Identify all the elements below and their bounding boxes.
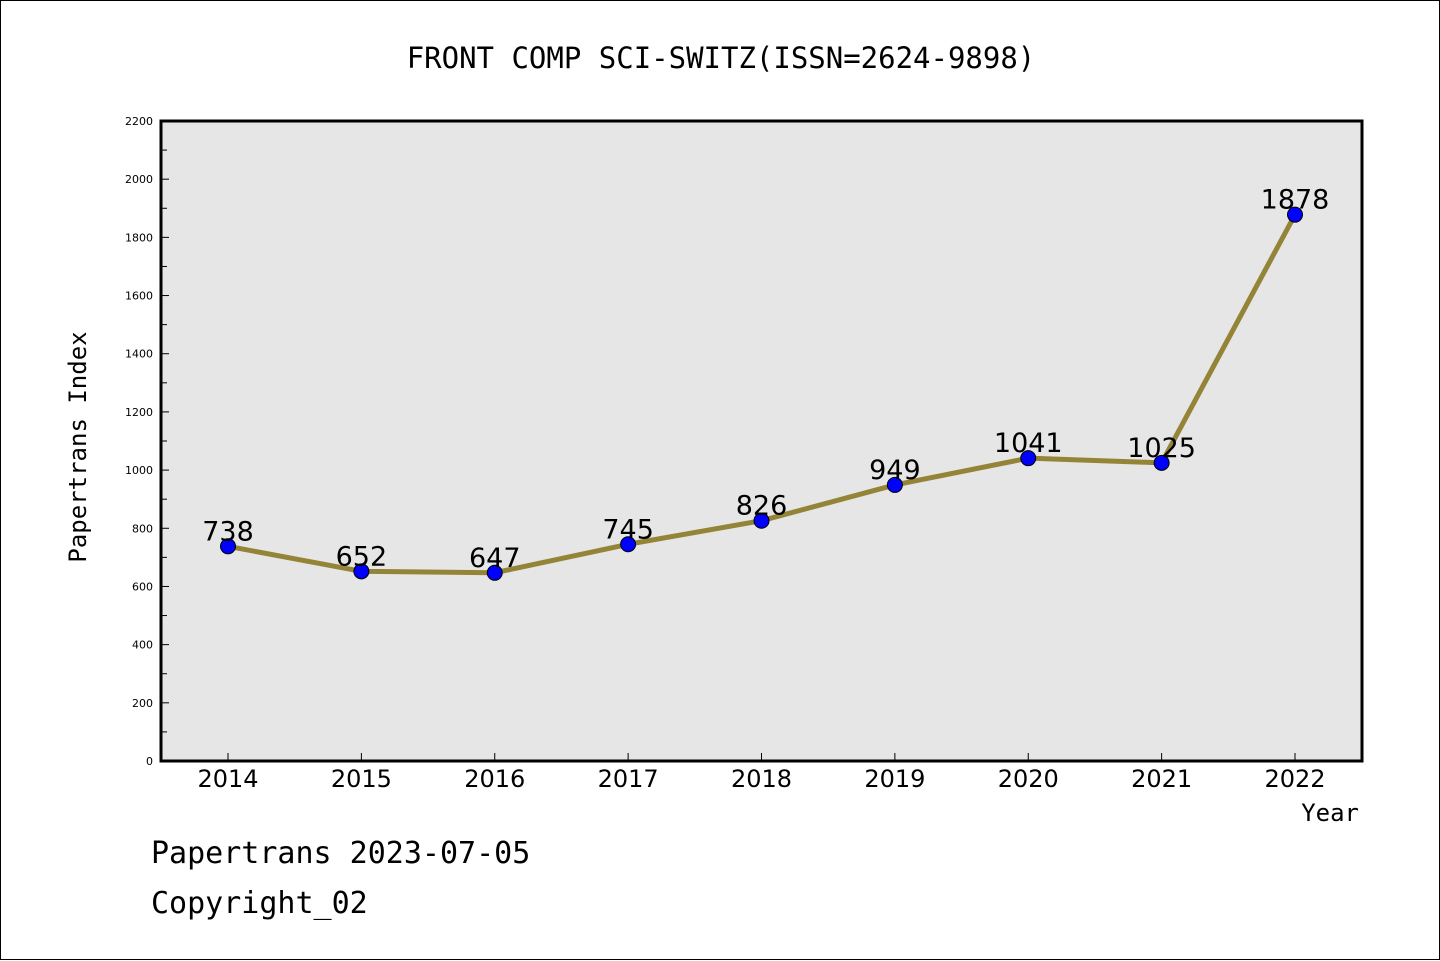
data-label: 1878 [1261,185,1330,216]
y-tick-label: 400 [132,639,153,652]
y-tick-label: 2000 [125,173,153,186]
x-tick-label: 2022 [1264,765,1325,793]
x-tick-label: 2015 [331,765,392,793]
data-label: 826 [736,491,788,522]
x-axis-label: Year [1301,799,1359,827]
y-tick-label: 1400 [125,348,153,361]
data-label: 1041 [994,428,1063,459]
y-tick-label: 800 [132,522,153,535]
data-point [486,564,503,581]
data-label: 1025 [1127,433,1196,464]
y-tick-label: 1000 [125,464,153,477]
data-label: 745 [602,514,654,545]
y-tick-label: 1800 [125,231,153,244]
data-point [1153,454,1170,471]
x-tick-label: 2014 [197,765,258,793]
y-axis-label: Papertrans Index [64,331,92,562]
series-layer [220,206,1303,581]
data-label: 738 [202,516,254,547]
y-tick-label: 1200 [125,406,153,419]
data-labels: 738 652 647 745 826 949 1041 1025 1878 [202,185,1329,574]
data-point [1020,450,1037,467]
footer-date: Papertrans 2023-07-05 [151,836,531,871]
x-tick-label: 2021 [1131,765,1192,793]
y-axis: 0 200 400 600 800 1000 1200 1400 1600 1800 2000 220… [125,115,169,768]
y-tick-label: 0 [146,755,153,768]
data-label: 647 [469,543,521,574]
chart-title: FRONT COMP SCI-SWITZ(ISSN=2624-9898) [407,41,1036,75]
x-tick-label: 2019 [864,765,925,793]
x-tick-label: 2020 [998,765,1059,793]
data-point [620,536,637,553]
data-point [220,538,236,555]
data-point [753,512,770,529]
y-tick-label: 200 [132,697,153,710]
footer-copyright: Copyright_02 [151,886,368,921]
y-tick-label: 600 [132,580,153,593]
data-point [886,476,903,493]
data-label: 949 [869,455,921,486]
data-point [353,563,370,580]
x-tick-label: 2016 [464,765,525,793]
data-point [1287,206,1303,223]
y-tick-label: 2200 [125,115,153,128]
x-axis: 2014 2015 2016 2017 2018 2019 2020 2021 2022 [197,753,1326,793]
data-label: 652 [336,541,388,572]
y-tick-label: 1600 [125,290,153,303]
plot-area [159,119,1364,763]
x-tick-label: 2018 [731,765,792,793]
x-tick-label: 2017 [598,765,659,793]
